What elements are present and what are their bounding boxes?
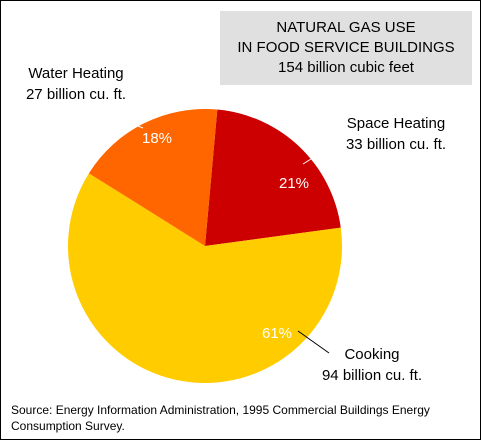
- chart-title-line-3: 154 billion cubic feet: [278, 59, 414, 76]
- slice-value-cooking: 94 billion cu. ft.: [321, 367, 423, 384]
- slice-label-water-heating: Water Heating 27 billion cu. ft.: [1, 63, 151, 105]
- slice-value-space-heating: 33 billion cu. ft.: [345, 136, 447, 153]
- chart-title-line-2: IN FOOD SERVICE BUILDINGS: [237, 39, 455, 56]
- slice-name-cooking: Cooking: [344, 346, 400, 363]
- leader-line-cooking: [297, 330, 330, 354]
- pie-slice-space-heating: [205, 109, 341, 246]
- slice-label-space-heating: Space Heating 33 billion cu. ft.: [321, 113, 471, 155]
- slice-value-water-heating: 27 billion cu. ft.: [25, 86, 127, 103]
- pie-slice-water-heating: [88, 109, 218, 246]
- source-line-1: Source: Energy Information Administratio…: [11, 403, 430, 417]
- chart-title-line-1: NATURAL GAS USE: [276, 19, 416, 36]
- leader-line-water-heating: [103, 112, 144, 129]
- source-line-2: Consumption Survey.: [11, 419, 125, 433]
- chart-title: NATURAL GAS USE IN FOOD SERVICE BUILDING…: [220, 11, 472, 85]
- source-note: Source: Energy Information Administratio…: [11, 402, 471, 434]
- percent-label-space-heating: 21%: [279, 175, 309, 192]
- percent-label-cooking: 61%: [262, 325, 292, 342]
- percent-label-water-heating: 18%: [142, 130, 172, 147]
- slice-label-cooking: Cooking 94 billion cu. ft.: [292, 344, 452, 386]
- pie-slice-cooking: [67, 173, 342, 383]
- slice-name-space-heating: Space Heating: [346, 115, 446, 132]
- leader-line-space-heating: [302, 150, 325, 165]
- slice-name-water-heating: Water Heating: [28, 65, 124, 82]
